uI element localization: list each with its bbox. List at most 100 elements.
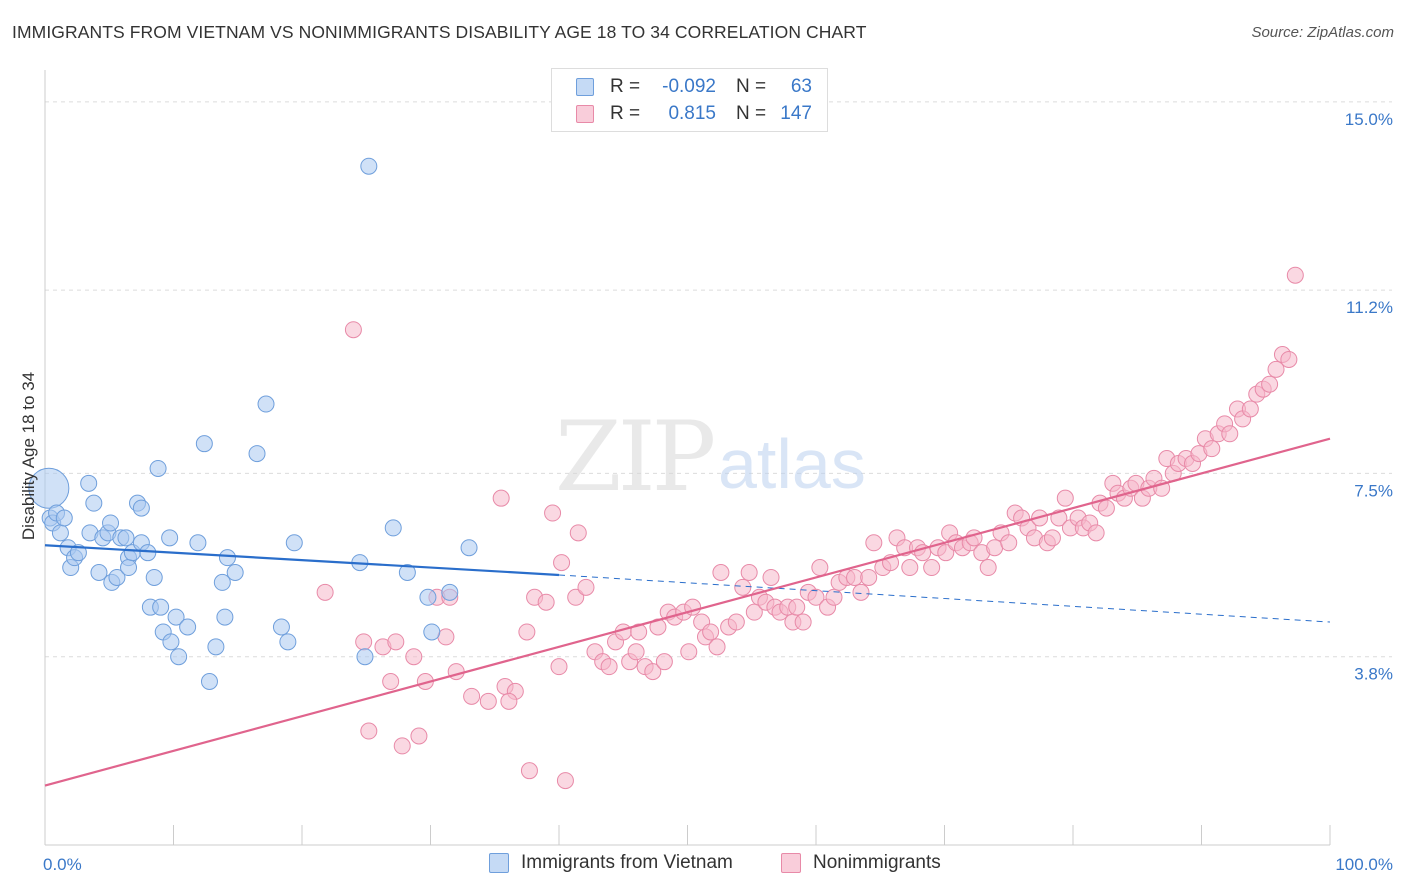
- vietnam-point: [213, 573, 231, 591]
- nonimmigrant-point: [360, 722, 378, 740]
- nonimmigrant-point: [316, 583, 334, 601]
- vietnam-point: [152, 598, 170, 616]
- vietnam-point: [384, 519, 402, 537]
- legend-r-label: R =: [610, 76, 641, 97]
- nonimmigrant-point: [865, 534, 883, 552]
- vietnam-point: [102, 514, 120, 532]
- nonimmigrant-point: [852, 583, 870, 601]
- legend-r-value: 0.815: [668, 103, 716, 124]
- vietnam-point: [460, 539, 478, 557]
- nonimmigrant-point: [1280, 350, 1298, 368]
- nonimmigrant-point: [901, 559, 919, 577]
- vietnam-point: [195, 435, 213, 453]
- vietnam-point: [167, 608, 185, 626]
- nonimmigrant-point: [344, 321, 362, 339]
- legend-n-label: N =: [736, 76, 767, 97]
- nonimmigrant-point: [600, 658, 618, 676]
- source-label: Source: ZipAtlas.com: [1251, 24, 1394, 41]
- nonimmigrant-point: [567, 588, 585, 606]
- legend-n-label: N =: [736, 103, 767, 124]
- vietnam-point: [207, 638, 225, 656]
- vietnam-point: [28, 467, 70, 509]
- nonimmigrant-point: [644, 663, 662, 681]
- nonimmigrant-point: [463, 687, 481, 705]
- nonimmigrant-point: [680, 643, 698, 661]
- nonimmigrant-point: [630, 623, 648, 641]
- watermark-zip: ZIP: [555, 401, 714, 513]
- nonimmigrant-point: [518, 623, 536, 641]
- nonimmigrant-point: [1000, 534, 1018, 552]
- legend-n-value: 147: [780, 103, 812, 124]
- vietnam-point: [216, 608, 234, 626]
- nonimmigrant-point: [479, 692, 497, 710]
- nonimmigrant-point: [937, 544, 955, 562]
- x-tick-label: 0.0%: [43, 855, 82, 874]
- legend-item-nonimmigrants: Nonimmigrants: [781, 852, 941, 874]
- vietnam-trend-extension: [558, 574, 1331, 623]
- legend-row-vietnam: R = -0.092 N = 63: [576, 75, 812, 99]
- vietnam-point: [69, 544, 87, 562]
- nonimmigrant-point: [405, 648, 423, 666]
- series-legend: Immigrants from Vietnam Nonimmigrants: [0, 852, 1406, 878]
- vietnam-point: [218, 549, 236, 567]
- nonimmigrant-point: [794, 613, 812, 631]
- nonimmigrant-point: [655, 653, 673, 671]
- vietnam-point: [108, 568, 126, 586]
- legend-label-vietnam: Immigrants from Vietnam: [521, 852, 733, 873]
- nonimmigrant-point: [811, 559, 829, 577]
- vietnam-point: [80, 474, 98, 492]
- nonimmigrant-point: [727, 613, 745, 631]
- nonimmigrant-point: [825, 588, 843, 606]
- vietnam-point: [55, 509, 73, 527]
- nonimmigrant-point: [569, 524, 587, 542]
- vietnam-point: [226, 564, 244, 581]
- vietnam-point: [120, 559, 138, 577]
- vietnam-point: [132, 499, 150, 517]
- vietnam-point: [285, 534, 303, 552]
- nonimmigrant-point: [979, 559, 997, 577]
- x-tick-label: 100.0%: [1335, 855, 1393, 874]
- axes: [44, 70, 1331, 846]
- nonimmigrant-point: [500, 692, 518, 710]
- y-tick-label: 15.0%: [1345, 110, 1393, 129]
- legend-swatch-blue: [576, 78, 594, 96]
- nonimmigrant-point: [1241, 400, 1259, 418]
- nonimmigrant-point: [734, 578, 752, 596]
- legend-swatch-pink: [781, 853, 801, 873]
- vietnam-point: [162, 633, 180, 651]
- vietnam-point: [356, 648, 374, 666]
- nonimmigrant-point: [708, 638, 726, 656]
- legend-r-value: -0.092: [662, 76, 716, 97]
- correlation-legend: R = -0.092 N = 63 R = 0.815 N = 147: [551, 68, 828, 132]
- nonimmigrant-point: [537, 593, 555, 611]
- nonimmigrant-point: [387, 633, 405, 651]
- vietnam-point: [423, 623, 441, 641]
- vietnam-point: [90, 564, 108, 581]
- vietnam-point: [398, 564, 416, 581]
- vietnam-point: [145, 568, 163, 586]
- nonimmigrant-point: [393, 737, 411, 755]
- nonimmigrant-point: [492, 489, 510, 507]
- vietnam-point: [272, 618, 290, 636]
- vietnam-points: [28, 157, 478, 690]
- chart-title: IMMIGRANTS FROM VIETNAM VS NONIMMIGRANTS…: [12, 22, 867, 42]
- nonimmigrant-point: [1087, 524, 1105, 542]
- tick-labels: 3.8% 7.5% 11.2% 15.0% 0.0% 100.0%: [43, 110, 1393, 874]
- nonimmigrant-trend-line: [44, 437, 1331, 787]
- nonimmigrant-point: [520, 762, 538, 780]
- legend-n-value: 63: [790, 76, 812, 97]
- legend-swatch-blue: [489, 853, 509, 873]
- nonimmigrant-point: [846, 568, 864, 586]
- nonimmigrant-point: [355, 633, 373, 651]
- legend-r-label: R =: [610, 103, 641, 124]
- y-tick-label: 11.2%: [1346, 298, 1393, 317]
- nonimmigrant-point: [923, 559, 941, 577]
- nonimmigrant-point: [550, 658, 568, 676]
- nonimmigrant-point: [1097, 499, 1115, 517]
- watermark-atlas: atlas: [718, 425, 866, 503]
- nonimmigrant-point: [382, 673, 400, 690]
- nonimmigrant-point: [410, 727, 428, 745]
- nonimmigrant-point: [1203, 440, 1221, 458]
- nonimmigrant-point: [740, 564, 758, 581]
- nonimmigrant-point: [1056, 489, 1074, 507]
